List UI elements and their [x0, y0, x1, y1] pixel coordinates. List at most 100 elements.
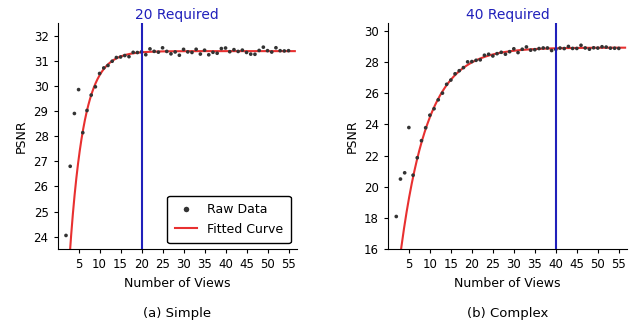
Point — [124, 54, 134, 59]
Point — [204, 52, 214, 57]
X-axis label: Number of Views: Number of Views — [454, 277, 561, 290]
Point — [187, 50, 197, 55]
Y-axis label: PSNR: PSNR — [346, 119, 358, 153]
Point — [111, 55, 122, 60]
Point — [420, 125, 431, 130]
Point — [572, 46, 582, 51]
Point — [559, 46, 570, 51]
Title: 40 Required: 40 Required — [466, 8, 549, 22]
Point — [513, 50, 523, 55]
Point — [492, 51, 502, 56]
Point — [568, 46, 578, 51]
Point — [170, 49, 180, 54]
Point — [391, 214, 401, 219]
Point — [396, 176, 406, 182]
Point — [208, 50, 218, 55]
Point — [191, 47, 201, 52]
Point — [445, 77, 456, 83]
Point — [538, 45, 548, 51]
X-axis label: Number of Views: Number of Views — [124, 277, 230, 290]
Point — [488, 53, 498, 59]
Point — [157, 45, 168, 51]
Point — [471, 58, 481, 63]
Point — [74, 87, 84, 92]
Point — [216, 46, 227, 51]
Point — [61, 233, 71, 238]
Point — [589, 45, 599, 51]
Point — [271, 45, 281, 51]
Point — [225, 49, 235, 54]
Point — [182, 49, 193, 54]
Legend: Raw Data, Fitted Curve: Raw Data, Fitted Curve — [167, 196, 291, 243]
Point — [442, 82, 452, 87]
Point — [517, 47, 527, 52]
Point — [454, 68, 465, 73]
Text: (a) Simple: (a) Simple — [143, 307, 211, 320]
Text: (b) Complex: (b) Complex — [467, 307, 548, 320]
Point — [467, 59, 477, 64]
Point — [95, 71, 105, 76]
Point — [69, 111, 79, 116]
Y-axis label: PSNR: PSNR — [15, 119, 28, 153]
Point — [522, 44, 532, 50]
Point — [262, 48, 273, 53]
Point — [99, 65, 109, 71]
Point — [195, 51, 205, 57]
Point — [250, 52, 260, 57]
Point — [120, 53, 130, 58]
Point — [267, 50, 277, 55]
Point — [284, 48, 294, 53]
Point — [408, 173, 418, 178]
Point — [254, 48, 264, 53]
Point — [425, 113, 435, 118]
Point — [555, 45, 565, 51]
Point — [593, 46, 603, 51]
Point — [597, 44, 607, 50]
Point — [246, 51, 256, 57]
Point — [504, 49, 515, 54]
Point — [233, 49, 243, 54]
Point — [399, 170, 410, 175]
Point — [484, 51, 494, 57]
Point — [229, 47, 239, 52]
Point — [241, 50, 252, 55]
Point — [90, 84, 100, 90]
Point — [103, 63, 113, 68]
Point — [136, 49, 147, 54]
Point — [458, 65, 468, 70]
Point — [475, 57, 485, 62]
Point — [530, 47, 540, 52]
Point — [437, 91, 447, 96]
Point — [166, 51, 176, 56]
Point — [542, 45, 552, 51]
Point — [86, 92, 96, 98]
Point — [605, 46, 616, 51]
Point — [450, 71, 460, 76]
Point — [107, 59, 117, 64]
Point — [509, 46, 519, 51]
Point — [65, 164, 76, 169]
Point — [601, 45, 611, 50]
Point — [429, 106, 439, 112]
Title: 20 Required: 20 Required — [136, 8, 219, 22]
Point — [463, 59, 473, 65]
Point — [576, 43, 586, 48]
Point — [500, 51, 511, 57]
Point — [412, 155, 422, 160]
Point — [141, 52, 151, 57]
Point — [77, 130, 88, 135]
Point — [200, 48, 210, 53]
Point — [258, 45, 268, 50]
Point — [162, 49, 172, 54]
Point — [212, 51, 222, 56]
Point — [153, 50, 163, 55]
Point — [275, 48, 285, 53]
Point — [550, 47, 561, 52]
Point — [580, 45, 590, 51]
Point — [404, 125, 414, 130]
Point — [179, 47, 189, 52]
Point — [433, 97, 444, 102]
Point — [614, 46, 624, 51]
Point — [279, 48, 289, 53]
Point — [149, 49, 159, 54]
